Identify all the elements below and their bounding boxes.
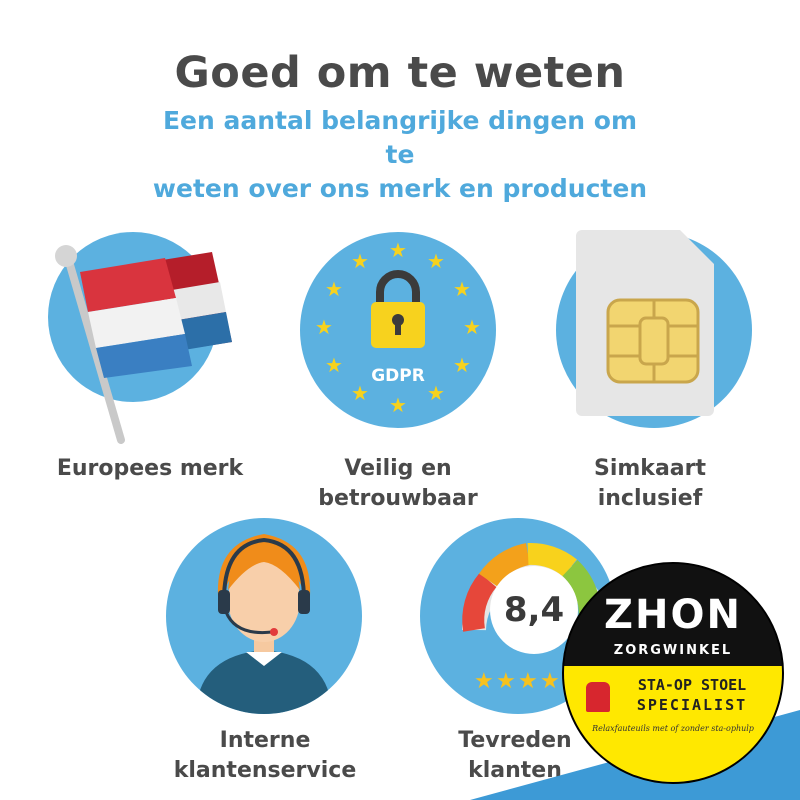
rating-score: 8,4 [503, 590, 565, 630]
page-subtitle: Een aantal belangrijke dingen om te wete… [150, 104, 650, 206]
subtitle-line-1: Een aantal belangrijke dingen om te [162, 106, 638, 169]
subtitle-line-2: weten over ons merk en producten [152, 174, 648, 203]
svg-text:★: ★ [351, 381, 369, 405]
svg-text:★: ★ [463, 315, 481, 339]
svg-text:★: ★ [325, 353, 343, 377]
page-title: Goed om te weten [174, 48, 626, 98]
feature-label-secure: Veilig en betrouwbaar [318, 456, 478, 511]
svg-text:★: ★ [315, 315, 333, 339]
gdpr-text: GDPR [371, 366, 425, 386]
feature-label-customer-service: Interne klantenservice [173, 728, 357, 783]
chair-icon [586, 682, 610, 712]
svg-text:★: ★ [540, 669, 560, 694]
svg-text:★: ★ [389, 238, 407, 262]
badge-sub: ZORGWINKEL [613, 643, 733, 658]
zhon-badge: ZHON ZORGWINKEL STA-OP STOEL SPECIALIST … [562, 562, 784, 784]
badge-brand: ZHON [604, 592, 742, 638]
badge-tagline: Relaxfauteuils met of zonder sta-ophulp [592, 724, 754, 733]
svg-text:★: ★ [453, 353, 471, 377]
svg-text:★: ★ [518, 669, 538, 694]
svg-text:★: ★ [325, 277, 343, 301]
svg-text:★: ★ [351, 249, 369, 273]
svg-text:★: ★ [474, 669, 494, 694]
feature-label-sim: Simkaart inclusief [594, 456, 706, 511]
svg-text:★: ★ [427, 381, 445, 405]
svg-text:★: ★ [427, 249, 445, 273]
svg-text:★: ★ [496, 669, 516, 694]
svg-text:★: ★ [453, 277, 471, 301]
badge-line1: STA-OP STOEL [637, 676, 747, 694]
badge-line2: SPECIALIST [636, 696, 748, 714]
svg-text:★: ★ [389, 393, 407, 417]
feature-label-european-brand: Europees merk [56, 456, 244, 481]
